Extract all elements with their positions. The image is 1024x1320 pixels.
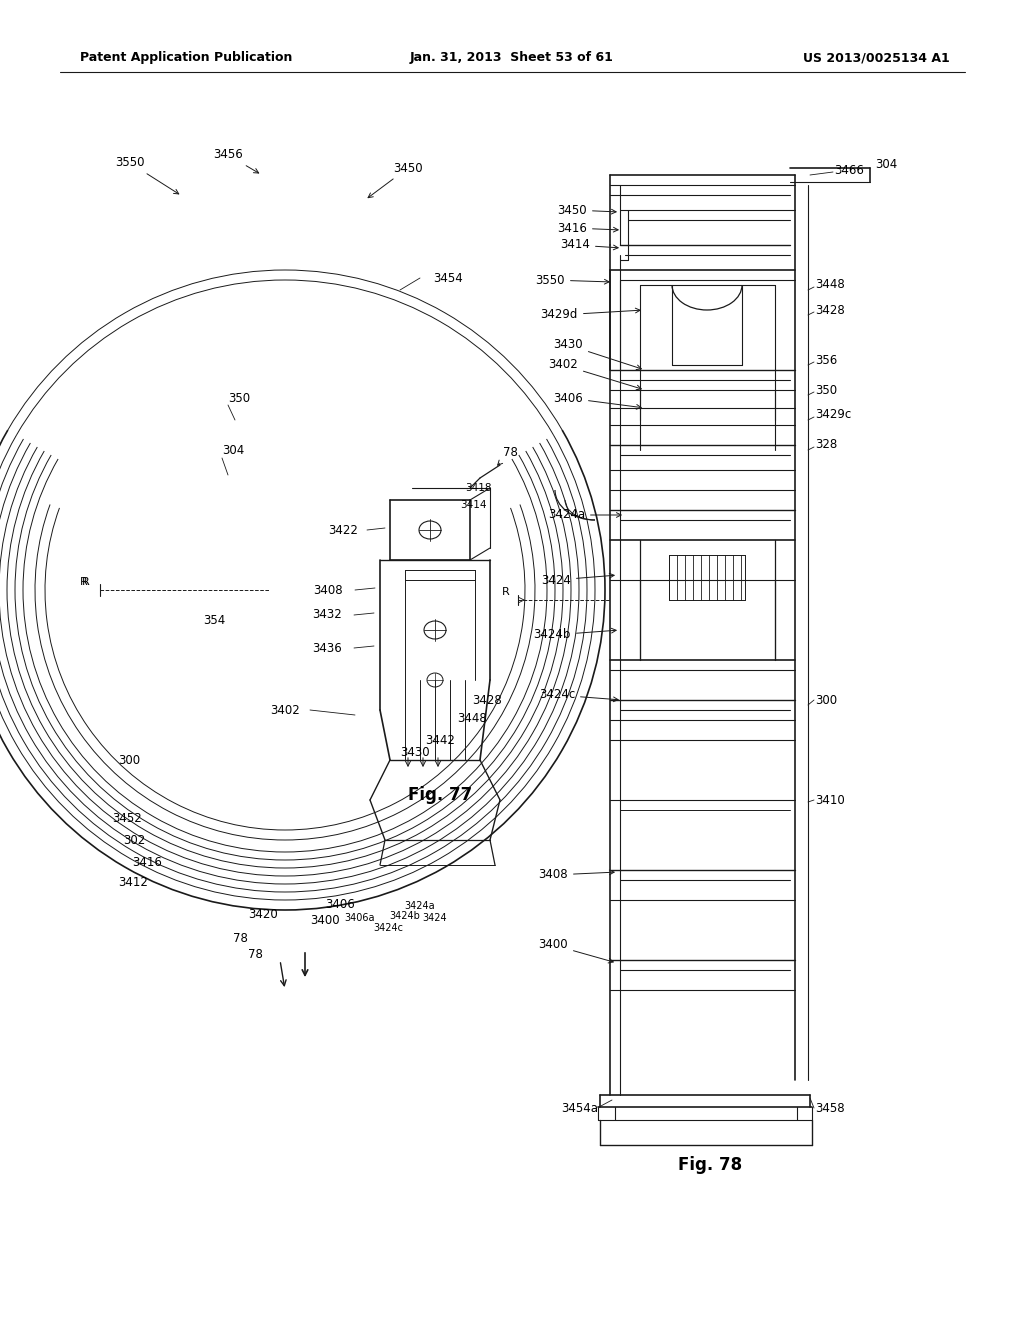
Text: 328: 328 <box>815 438 838 451</box>
Text: 3416: 3416 <box>557 222 618 235</box>
Text: 3452: 3452 <box>113 812 142 825</box>
Text: 78: 78 <box>498 446 517 465</box>
Text: 3414: 3414 <box>560 239 618 252</box>
Text: 3406: 3406 <box>553 392 641 409</box>
Text: 78: 78 <box>248 949 262 961</box>
Text: 350: 350 <box>228 392 250 404</box>
Text: 3424c: 3424c <box>539 689 618 702</box>
Text: 3408: 3408 <box>313 583 343 597</box>
Text: 3432: 3432 <box>312 609 342 622</box>
Text: 3550: 3550 <box>536 273 609 286</box>
Text: 3428: 3428 <box>815 304 845 317</box>
Text: 3402: 3402 <box>270 704 300 717</box>
Text: 300: 300 <box>118 754 140 767</box>
Text: 3412: 3412 <box>118 875 148 888</box>
Text: 3442: 3442 <box>425 734 455 747</box>
Text: 3454a: 3454a <box>561 1101 598 1114</box>
Text: 3424b: 3424b <box>389 911 421 921</box>
Text: 3456: 3456 <box>213 149 259 173</box>
Text: 3424b: 3424b <box>534 628 616 642</box>
Text: 78: 78 <box>232 932 248 945</box>
Text: 3454: 3454 <box>433 272 463 285</box>
Text: Fig. 78: Fig. 78 <box>678 1156 742 1173</box>
Text: 3424c: 3424c <box>373 923 403 933</box>
Text: 3424a: 3424a <box>404 902 435 911</box>
Text: 3424a: 3424a <box>548 508 622 521</box>
Text: 3408: 3408 <box>539 869 614 882</box>
Text: 3466: 3466 <box>834 164 864 177</box>
Text: 350: 350 <box>815 384 838 396</box>
Text: US 2013/0025134 A1: US 2013/0025134 A1 <box>803 51 950 65</box>
Text: 3448: 3448 <box>815 279 845 292</box>
Text: 3430: 3430 <box>400 746 430 759</box>
Text: 3402: 3402 <box>548 359 641 389</box>
Text: 3450: 3450 <box>368 161 423 198</box>
Text: Jan. 31, 2013  Sheet 53 of 61: Jan. 31, 2013 Sheet 53 of 61 <box>410 51 614 65</box>
Text: 3414: 3414 <box>460 500 486 510</box>
Text: 3418: 3418 <box>465 483 492 492</box>
Text: 3410: 3410 <box>815 793 845 807</box>
Text: 3400: 3400 <box>310 913 340 927</box>
Text: 3450: 3450 <box>557 203 616 216</box>
Text: 356: 356 <box>815 354 838 367</box>
Text: 3550: 3550 <box>116 157 179 194</box>
Text: 3416: 3416 <box>132 855 162 869</box>
Text: R: R <box>82 577 90 587</box>
Text: 354: 354 <box>203 614 225 627</box>
Text: 3424: 3424 <box>423 913 447 923</box>
Text: R: R <box>502 587 510 597</box>
Text: 3430: 3430 <box>553 338 641 370</box>
Text: Patent Application Publication: Patent Application Publication <box>80 51 293 65</box>
Text: 3436: 3436 <box>312 642 342 655</box>
Text: 304: 304 <box>222 444 245 457</box>
Text: 3424: 3424 <box>541 573 614 586</box>
Text: 300: 300 <box>815 693 838 706</box>
Text: 3429d: 3429d <box>541 308 640 322</box>
Text: 3422: 3422 <box>328 524 358 536</box>
Text: 3448: 3448 <box>457 711 486 725</box>
Text: Fig. 77: Fig. 77 <box>408 785 472 804</box>
Text: 304: 304 <box>874 158 897 172</box>
Text: 3406a: 3406a <box>345 913 375 923</box>
Text: R: R <box>80 577 88 587</box>
Text: 3406: 3406 <box>326 899 355 912</box>
Text: 3458: 3458 <box>815 1101 845 1114</box>
Text: 3429c: 3429c <box>815 408 851 421</box>
Text: 3428: 3428 <box>472 693 502 706</box>
Text: 302: 302 <box>123 833 145 846</box>
Text: 3400: 3400 <box>539 939 613 964</box>
Text: 3420: 3420 <box>248 908 278 921</box>
